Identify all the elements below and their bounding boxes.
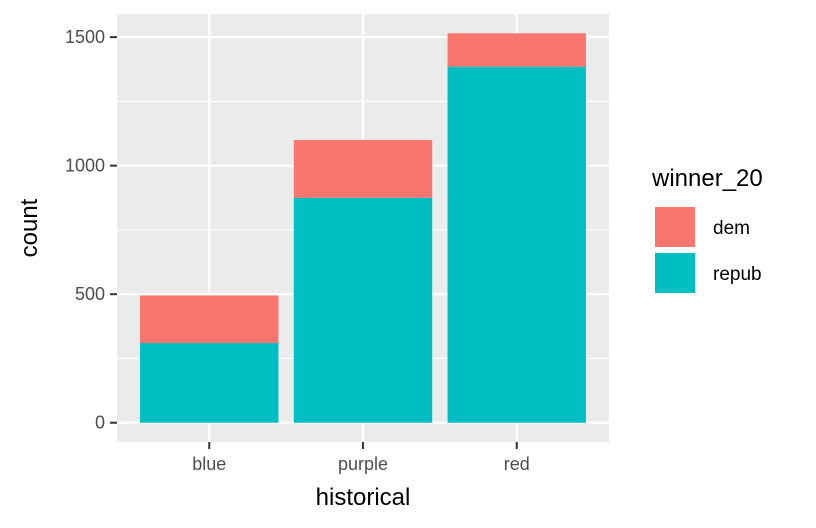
legend-label-dem: dem [713,218,750,239]
bar-blue-dem [140,295,279,344]
bar-red-dem [447,33,586,67]
y-tick-label: 0 [95,413,105,433]
y-tick-label: 500 [75,284,105,304]
bar-purple-dem [293,139,433,198]
bar-blue-repub [140,343,279,423]
y-axis-title: count [16,198,43,257]
y-axis: 0 500 1000 1500 [65,27,117,433]
legend-title: winner_20 [651,165,763,192]
x-tick-label: blue [192,454,226,474]
x-axis: blue purple red [192,442,530,474]
bar-purple-repub [293,197,433,423]
x-tick-label: purple [338,454,388,474]
legend: winner_20 dem repub [651,165,763,295]
y-tick-label: 1000 [65,156,105,176]
y-tick-label: 1500 [65,27,105,47]
bars [140,33,586,423]
x-axis-title: historical [316,484,411,511]
x-tick-label: red [504,454,530,474]
bar-red-repub [447,66,586,423]
legend-swatch-repub [655,253,695,293]
legend-swatch-dem [655,207,695,247]
legend-label-repub: repub [713,264,762,285]
